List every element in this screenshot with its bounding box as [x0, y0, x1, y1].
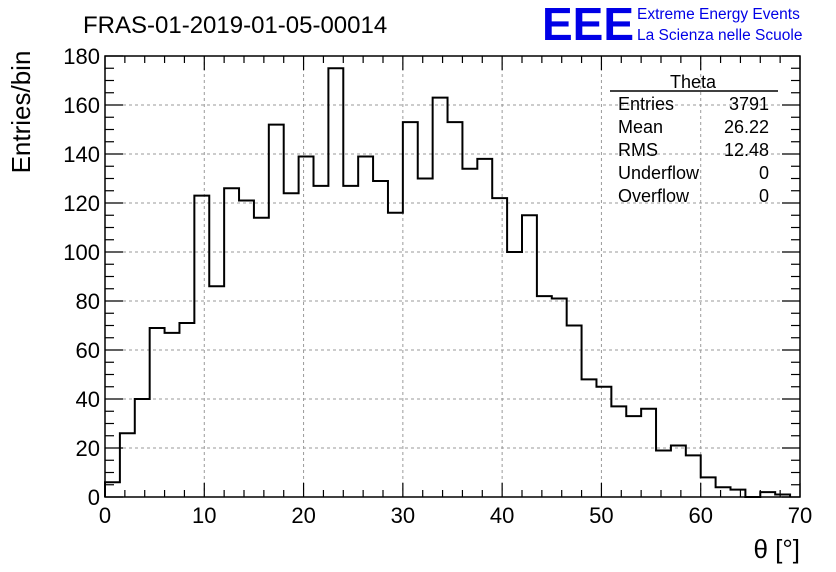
y-tick-label: 60 — [76, 338, 100, 363]
histogram-bin — [388, 213, 403, 497]
histogram-bin — [120, 433, 135, 497]
histogram-bin — [358, 156, 373, 497]
x-tick-label: 60 — [688, 503, 712, 528]
stats-label: RMS — [618, 140, 658, 160]
chart-title: FRAS-01-2019-01-05-00014 — [83, 12, 387, 39]
stats-box: Theta Entries 3791 Mean 26.22 RMS 12.48 Underf… — [610, 72, 778, 206]
histogram-series — [104, 67, 792, 498]
y-tick-label: 100 — [63, 240, 100, 265]
x-tick-label: 70 — [788, 503, 812, 528]
histogram-bin — [477, 159, 492, 497]
y-tick-label: 0 — [88, 485, 100, 510]
histogram-bin — [686, 455, 701, 497]
histogram-bin — [165, 333, 180, 497]
histogram-bin — [611, 406, 626, 497]
histogram-bin — [269, 125, 284, 497]
x-tick-label: 20 — [291, 503, 315, 528]
histogram-bin — [373, 181, 388, 497]
stats-label: Overflow — [618, 186, 690, 206]
histogram-bin — [716, 487, 731, 497]
histogram-bin — [299, 156, 314, 497]
stats-box-title: Theta — [670, 72, 717, 92]
stats-label: Mean — [618, 117, 663, 137]
histogram-bin — [194, 196, 209, 497]
histogram-bin — [596, 387, 611, 497]
histogram-bin — [254, 218, 269, 497]
histogram-bin — [314, 186, 329, 497]
histogram-bin — [731, 490, 746, 497]
histogram-bin — [462, 169, 477, 497]
stats-value: 0 — [759, 186, 769, 206]
x-tick-label: 50 — [589, 503, 613, 528]
eee-logo-line2: La Scienza nelle Scuole — [637, 27, 802, 44]
histogram-bin — [224, 188, 239, 497]
stats-value: 26.22 — [724, 117, 769, 137]
y-tick-label: 160 — [63, 93, 100, 118]
stats-label: Entries — [618, 94, 674, 114]
histogram-bin — [552, 299, 567, 497]
x-tick-label: 40 — [490, 503, 514, 528]
histogram-bin — [179, 323, 194, 497]
histogram-bin — [403, 122, 418, 497]
eee-logo-mark: EEE — [542, 0, 634, 50]
eee-logo-line1: Extreme Energy Events — [637, 6, 800, 23]
x-axis-label: θ [°] — [753, 534, 800, 564]
tick-labels: 0 10 20 30 40 50 60 70 0 20 40 60 80 100 120 140 160 180 — [63, 44, 812, 528]
histogram-bin — [656, 450, 671, 497]
histogram-bin — [567, 326, 582, 498]
histogram-bin — [150, 328, 165, 497]
histogram-bin — [418, 179, 433, 498]
y-tick-label: 80 — [76, 289, 100, 314]
histogram-bin — [641, 409, 656, 497]
histogram-bin — [522, 215, 537, 497]
histogram-bins — [105, 68, 790, 497]
histogram-bin — [492, 198, 507, 497]
histogram-bin — [701, 477, 716, 497]
grid-lines — [105, 56, 800, 497]
y-tick-label: 20 — [76, 436, 100, 461]
y-tick-label: 40 — [76, 387, 100, 412]
histogram-bin — [284, 193, 299, 497]
histogram-bin — [239, 201, 254, 497]
x-tick-label: 30 — [391, 503, 415, 528]
histogram-bin — [626, 416, 641, 497]
stats-value: 12.48 — [724, 140, 769, 160]
histogram-bin — [328, 68, 343, 497]
x-tick-label: 0 — [99, 503, 111, 528]
stats-label: Underflow — [618, 163, 700, 183]
stats-value: 0 — [759, 163, 769, 183]
eee-logo: EEE Extreme Energy Events La Scienza nel… — [542, 0, 802, 50]
histogram-bin — [507, 252, 522, 497]
stats-value: 3791 — [729, 94, 769, 114]
histogram-bin — [537, 296, 552, 497]
x-tick-label: 10 — [192, 503, 216, 528]
histogram-bin — [433, 98, 448, 497]
axis-ticks — [104, 55, 801, 498]
histogram-bin — [343, 186, 358, 497]
y-tick-label: 140 — [63, 142, 100, 167]
histogram-bin — [671, 446, 686, 497]
y-tick-label: 120 — [63, 191, 100, 216]
histogram-bin — [582, 379, 597, 497]
histogram-bin — [448, 122, 463, 497]
y-axis-label: Entries/bin — [6, 51, 36, 174]
y-tick-label: 180 — [63, 44, 100, 69]
histogram-bin — [209, 286, 224, 497]
